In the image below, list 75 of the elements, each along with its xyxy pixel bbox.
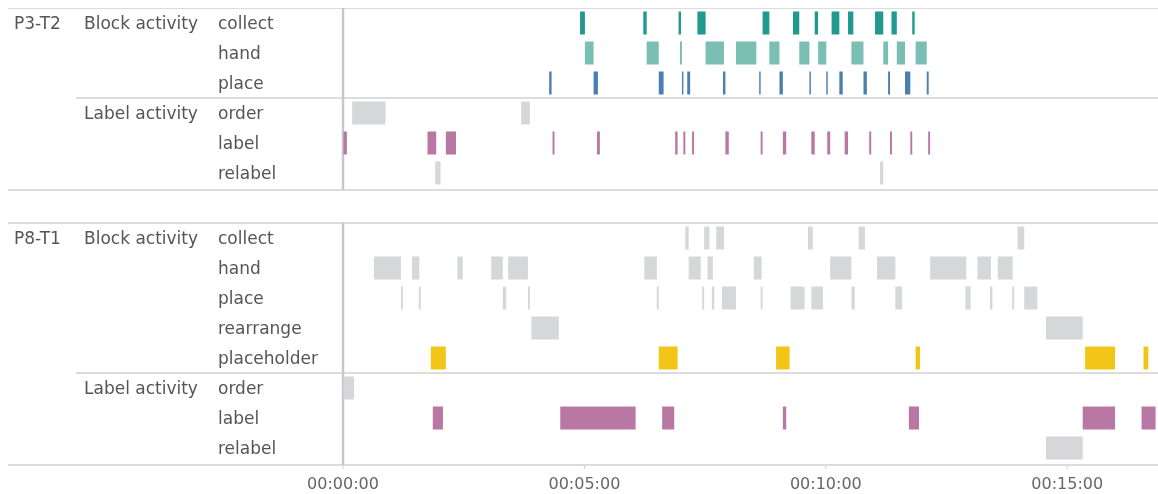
y-tick-label: order	[218, 102, 264, 123]
bar	[977, 256, 991, 280]
y-tick-label: hand	[218, 257, 261, 278]
x-tick-label: 00:05:00	[548, 473, 621, 493]
bar	[644, 256, 657, 280]
y-tick-label: order	[218, 377, 264, 398]
bar	[858, 226, 865, 250]
bar	[491, 256, 503, 280]
bar	[725, 131, 729, 155]
bar	[827, 131, 831, 155]
text: P3-T2	[14, 12, 61, 33]
bar	[851, 286, 855, 310]
bar	[704, 226, 710, 250]
x-tick-label: 00:15:00	[1031, 473, 1104, 493]
bar	[905, 71, 911, 95]
y-tick-label: relabel	[218, 437, 277, 458]
bar	[807, 226, 813, 250]
y-tick-label: collect	[218, 12, 274, 33]
bar	[811, 131, 815, 155]
y-tick-label: hand	[218, 42, 261, 63]
bar	[753, 256, 762, 280]
bar	[895, 286, 903, 310]
bar	[722, 286, 737, 310]
bar	[997, 256, 1013, 280]
bar	[1085, 346, 1116, 370]
bar	[908, 406, 919, 430]
y-axis-title: Label activity	[84, 102, 198, 123]
bar	[776, 346, 790, 370]
bar	[521, 101, 530, 125]
bar	[915, 346, 920, 370]
bar	[412, 256, 420, 280]
y-tick-label: placeholder	[218, 347, 318, 368]
bar	[675, 131, 678, 155]
y-tick-label: collect	[218, 227, 274, 248]
y-axis-title: Block activity	[84, 12, 199, 33]
bar	[830, 256, 852, 280]
x-tick-label: 00:00:00	[307, 473, 379, 493]
bar	[811, 286, 823, 310]
y-tick-label: place	[218, 72, 264, 93]
bar	[1045, 436, 1083, 460]
bar	[352, 101, 386, 125]
bar	[1141, 406, 1156, 430]
bar	[662, 406, 675, 430]
bar	[658, 346, 678, 370]
y-axis-title: Block activity	[84, 227, 199, 248]
bar	[707, 256, 713, 280]
bar	[445, 131, 456, 155]
bar	[1024, 286, 1038, 310]
bar	[531, 316, 559, 340]
bar	[1082, 406, 1116, 430]
bar	[435, 161, 441, 185]
bar	[716, 226, 724, 250]
bar	[790, 286, 805, 310]
y-tick-label: place	[218, 287, 264, 308]
bar	[1045, 316, 1083, 340]
bar	[430, 346, 446, 370]
y-axis-title: Label activity	[84, 377, 198, 398]
bar	[877, 256, 896, 280]
bar	[688, 256, 701, 280]
bar	[508, 256, 528, 280]
bar	[685, 226, 689, 250]
bar	[930, 256, 967, 280]
bar	[965, 286, 971, 310]
y-tick-label: label	[218, 132, 260, 153]
bar	[1017, 226, 1025, 250]
bar	[560, 406, 636, 430]
text: P8-T1	[14, 227, 61, 248]
y-tick-label: label	[218, 407, 260, 428]
bar	[596, 131, 600, 155]
bar	[373, 256, 401, 280]
x-tick-label: 00:10:00	[789, 473, 862, 493]
bar	[343, 376, 355, 400]
y-tick-label: rearrange	[218, 317, 302, 338]
bar	[457, 256, 463, 280]
y-tick-label: relabel	[218, 162, 277, 183]
